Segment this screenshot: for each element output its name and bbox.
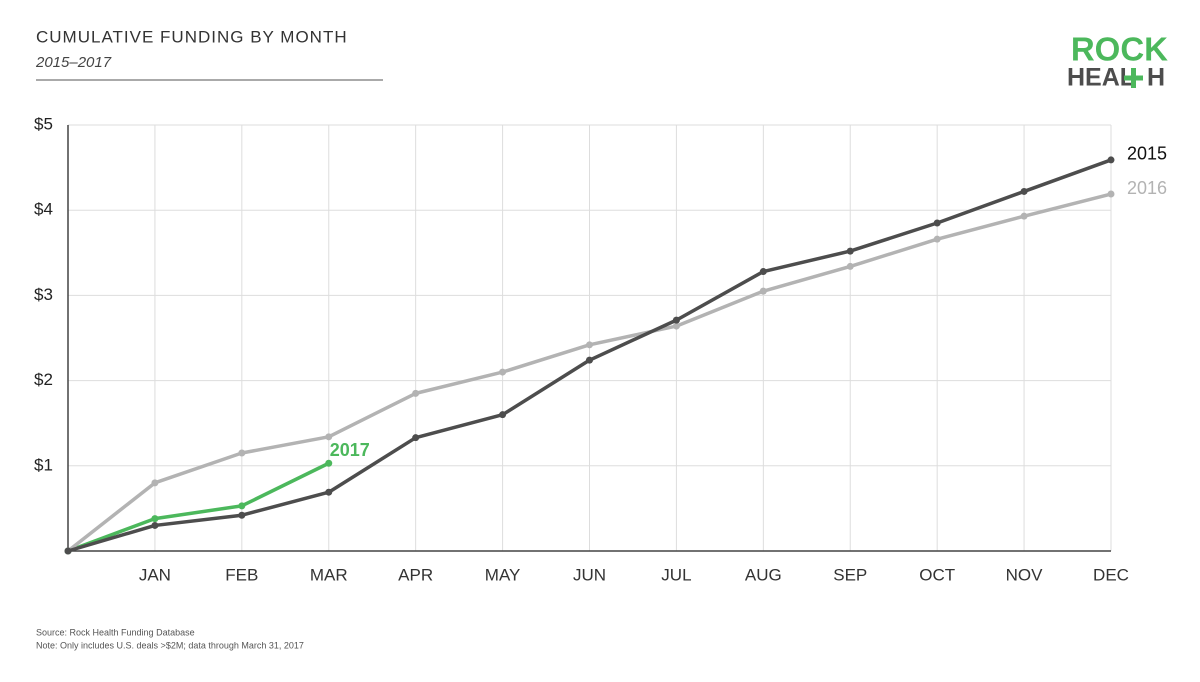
x-tick-label: FEB — [225, 565, 258, 584]
point — [933, 235, 941, 243]
x-tick-label: DEC — [1093, 565, 1129, 584]
point — [499, 411, 507, 419]
point — [238, 511, 246, 519]
data-note: Note: Only includes U.S. deals >$2M; dat… — [36, 640, 304, 650]
point — [1107, 156, 1115, 164]
point — [151, 515, 159, 523]
point — [672, 322, 680, 330]
point — [64, 547, 72, 555]
y-tick-label: $4 — [34, 200, 53, 219]
x-tick-label: AUG — [745, 565, 782, 584]
x-tick-label: NOV — [1006, 565, 1044, 584]
point — [846, 247, 854, 255]
point — [238, 449, 246, 457]
point — [151, 479, 159, 487]
series-label: 2015 — [1127, 144, 1167, 164]
series-line — [67, 461, 330, 553]
series-label: 2017 — [330, 440, 370, 460]
point — [586, 341, 593, 349]
point — [1020, 212, 1028, 220]
x-tick-label: JAN — [139, 565, 171, 584]
source-note: Source: Rock Health Funding Database — [36, 627, 195, 637]
x-tick-label: SEP — [833, 565, 867, 584]
x-tick-label: OCT — [919, 565, 955, 584]
x-tick-label: JUN — [573, 565, 606, 584]
point — [672, 316, 680, 324]
y-tick-label: $3 — [34, 285, 53, 304]
point — [933, 219, 941, 227]
point — [1020, 187, 1028, 195]
logo-bottom-end: H — [1147, 64, 1165, 92]
point — [586, 356, 593, 364]
y-tick-label: $5 — [34, 114, 53, 133]
logo-bottom: HEAL — [1067, 64, 1135, 92]
point — [846, 262, 854, 270]
point — [759, 287, 767, 295]
point — [151, 521, 159, 529]
point — [238, 502, 246, 510]
x-tick-label: MAR — [310, 565, 348, 584]
logo-top: ROCK — [1071, 31, 1168, 68]
chart-subtitle: 2015–2017 — [35, 54, 112, 71]
logo-plus — [1124, 68, 1143, 88]
x-tick-label: JUL — [661, 565, 691, 584]
point — [412, 434, 420, 442]
point — [499, 368, 507, 376]
y-tick-label: $2 — [34, 370, 53, 389]
point — [325, 459, 333, 467]
point — [1107, 190, 1115, 198]
x-tick-label: MAY — [485, 565, 521, 584]
point — [759, 268, 767, 276]
logo-plus-h — [1124, 75, 1143, 81]
chart-title: CUMULATIVE FUNDING BY MONTH — [36, 27, 348, 46]
point — [325, 488, 333, 496]
x-tick-label: APR — [398, 565, 433, 584]
point — [412, 389, 420, 397]
point — [325, 433, 333, 441]
y-tick-label: $1 — [34, 455, 53, 474]
series-label: 2016 — [1127, 178, 1167, 198]
